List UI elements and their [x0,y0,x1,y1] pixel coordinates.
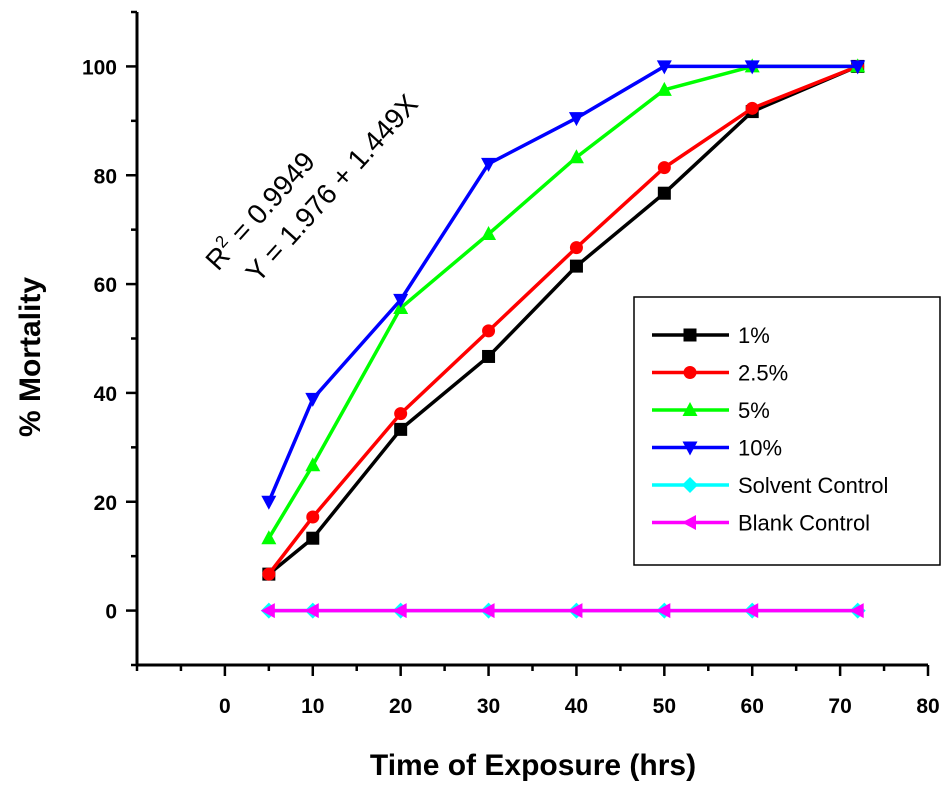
data-point [304,603,319,619]
x-tick-label: 20 [389,695,412,718]
data-point [656,81,672,96]
series-line [267,64,859,576]
data-point [394,422,408,436]
data-point [568,603,583,619]
data-point [394,407,408,421]
legend-label: Solvent Control [738,473,888,498]
y-tick-label: 60 [94,274,117,297]
series-line [267,64,859,576]
data-point [480,603,495,619]
data-point [657,161,671,175]
legend-item: 10% [652,436,782,461]
legend-item: 2.5% [652,361,788,386]
data-point [482,324,496,338]
data-point [849,603,864,619]
legend-label: 5% [738,398,770,423]
x-tick-label: 60 [741,695,764,718]
data-point [306,510,320,524]
data-point [393,293,409,308]
y-tick-label: 80 [94,165,117,188]
x-tick-label: 80 [916,695,939,718]
data-point [656,603,671,619]
legend-item: Blank Control [652,511,870,536]
legend-item: 1% [652,323,770,348]
y-axis-title: % Mortality [14,277,47,437]
y-tick-label: 20 [94,492,117,515]
legend-marker [682,515,696,530]
data-point [657,186,671,200]
data-point [481,226,497,241]
axes: 0 10 20 30 40 50 60 70 80 0 20 40 60 80 100 [82,10,940,718]
series-layer [260,58,866,619]
data-point [260,603,275,619]
series-4 [261,60,866,510]
legend-label: 1% [738,323,770,348]
legend-marker [682,402,698,416]
legend-item: Solvent Control [652,473,888,498]
legend-box [633,296,941,566]
legend-item: 5% [652,398,770,423]
legend-label: 2.5% [738,361,788,386]
data-point [744,603,759,619]
y-tick-label: 0 [105,601,117,624]
data-point [305,457,321,472]
data-point [744,60,760,75]
data-point [306,531,320,545]
data-point [392,603,407,619]
x-tick-label: 50 [653,695,676,718]
data-point [569,241,583,255]
x-tick-label: 10 [301,695,324,718]
legend-label: Blank Control [738,511,870,536]
legend-marker [683,366,697,379]
legend-marker [683,328,697,342]
y-tick-label: 100 [82,56,117,79]
x-tick-label: 70 [828,695,851,718]
data-point [482,349,496,363]
data-point [568,112,584,127]
data-point [305,392,321,407]
x-axis-title: Time of Exposure (hrs) [370,749,696,782]
x-tick-label: 40 [565,695,588,718]
x-tick-label: 30 [477,695,500,718]
data-point [568,149,584,164]
fit-annotation: R2 = 0.9949 Y = 1.976 + 1.449X [199,88,424,288]
series-line [267,64,858,540]
y-tick-label: 40 [94,383,117,406]
x-tick-label: 0 [219,695,231,718]
series-line [267,64,858,503]
data-point [850,60,866,75]
legend-marker [682,441,698,456]
data-point [745,101,759,115]
legend-label: 10% [738,436,782,461]
data-point [262,567,276,581]
data-point [656,60,672,75]
data-point [569,259,583,273]
data-point [481,157,497,172]
legend-marker [682,477,698,493]
series-6 [260,603,864,619]
data-point [261,530,277,545]
legend: 1% 2.5% 5% 10% Solvent Control Blank Control [633,296,941,566]
data-point [261,495,277,510]
